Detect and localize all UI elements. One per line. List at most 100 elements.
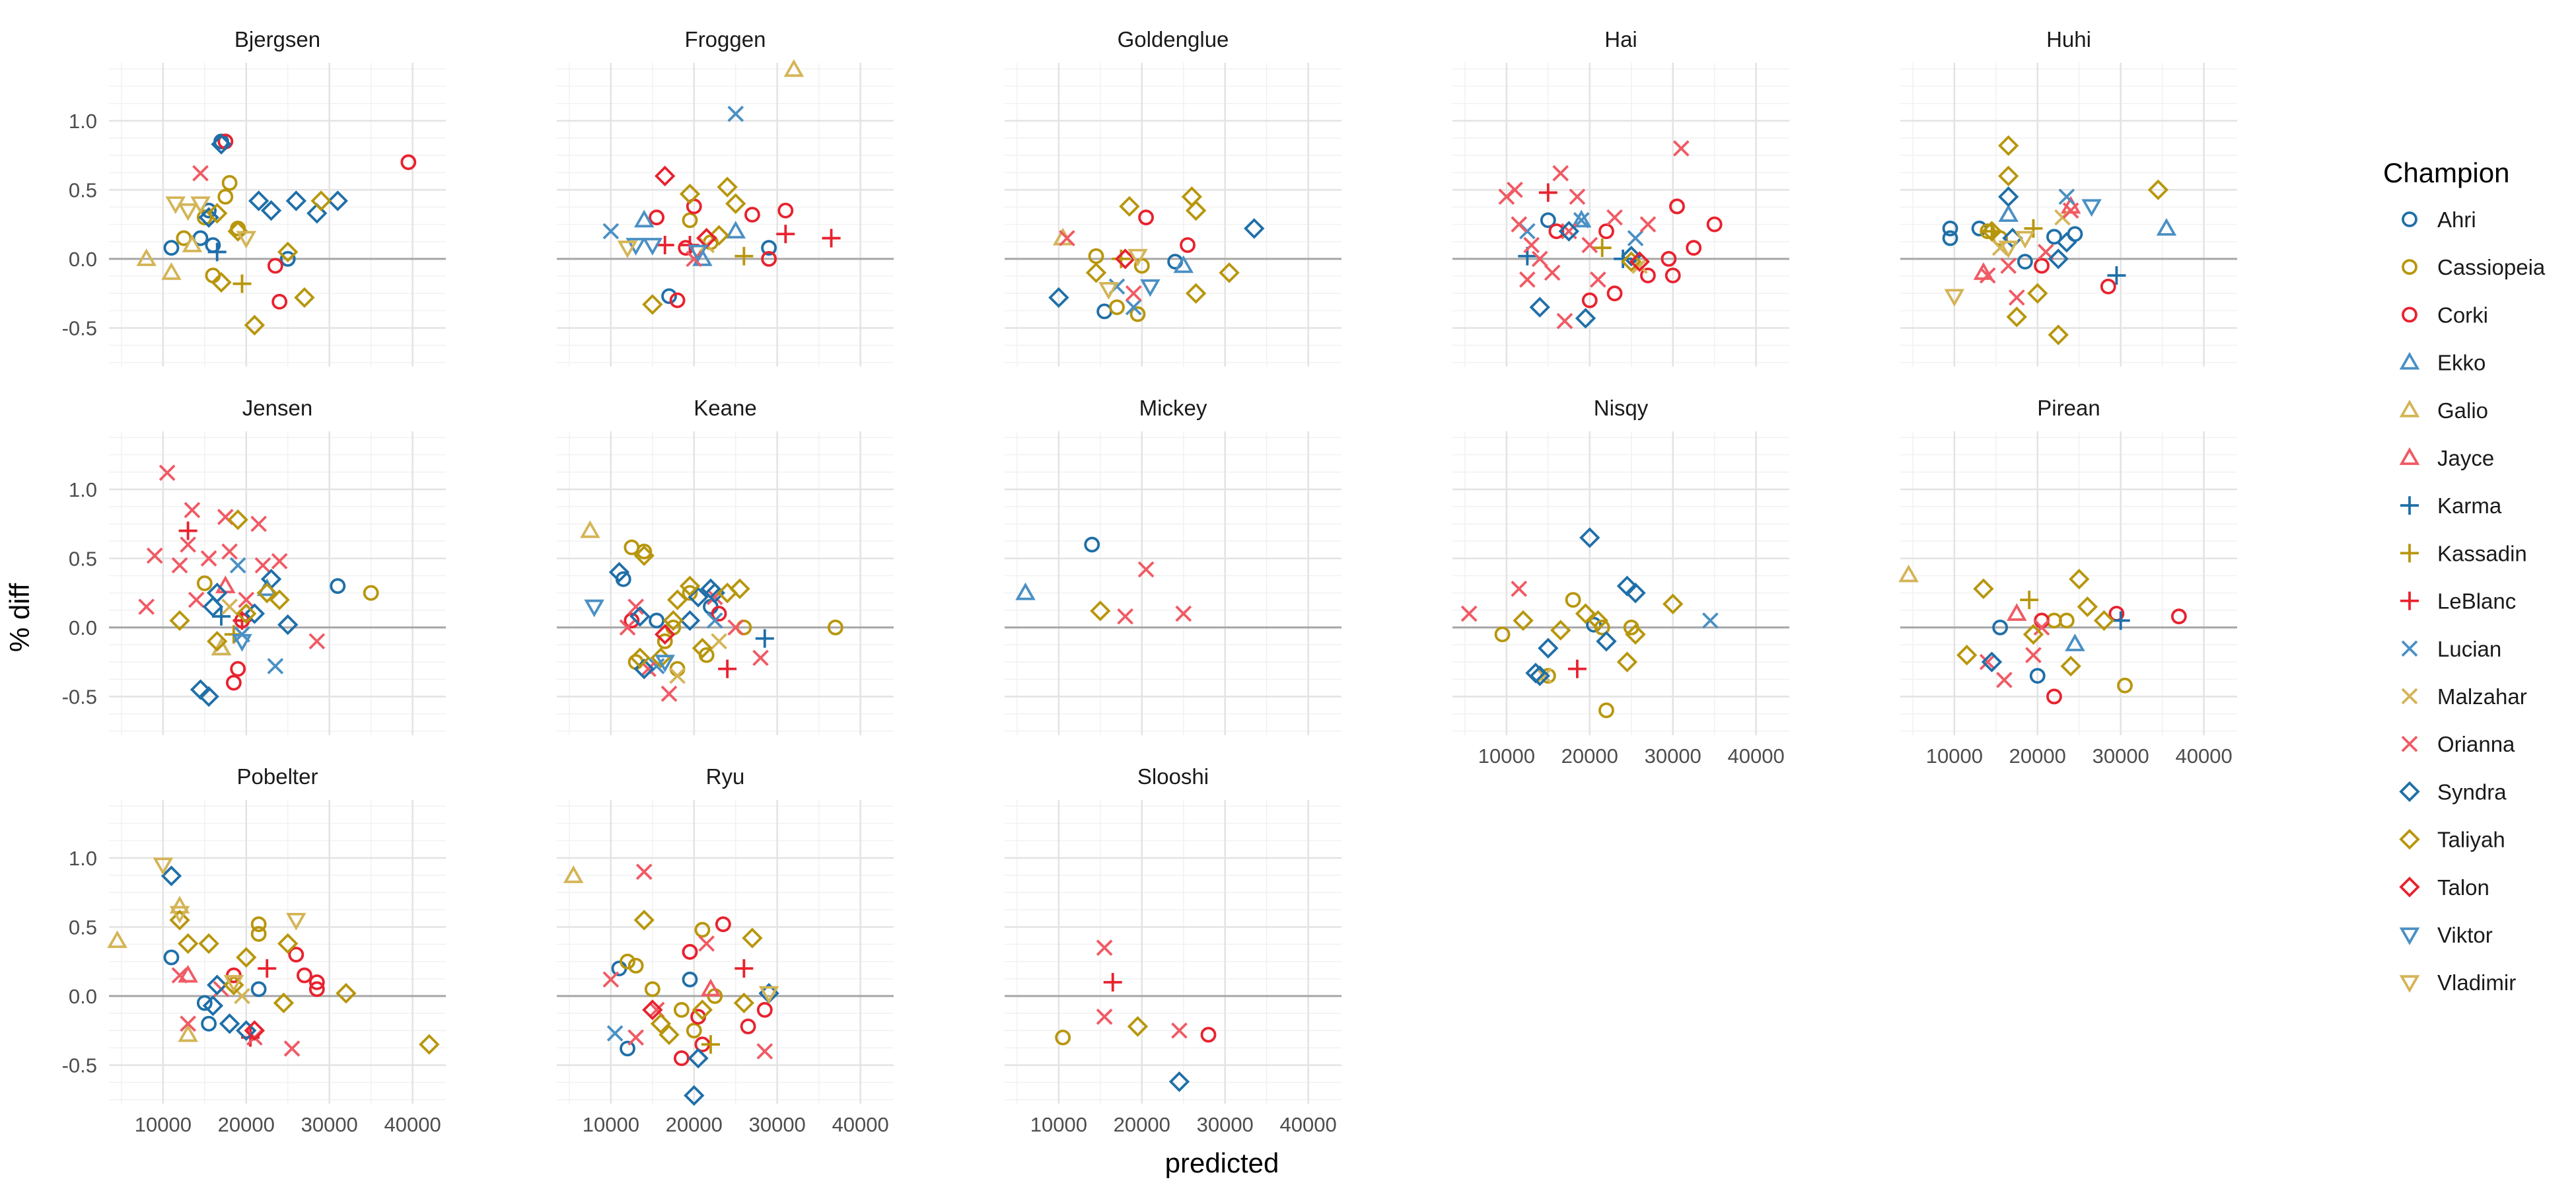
point-corki	[673, 1050, 690, 1066]
legend-key-cross	[2401, 688, 2418, 705]
point-cassiopeia	[682, 212, 698, 229]
x-tick-label: 30000	[301, 1113, 358, 1136]
point-galio	[563, 865, 584, 883]
point-orianna	[159, 464, 176, 482]
point-cassiopeia	[827, 620, 843, 635]
point-viktor	[688, 244, 709, 263]
point-ahri	[2029, 668, 2046, 684]
point-galio	[178, 1024, 198, 1042]
point-orianna	[1175, 605, 1192, 622]
point-taliyah	[1956, 645, 1978, 666]
point-taliyah	[169, 910, 190, 931]
point-orianna	[1979, 653, 1996, 670]
point-cassiopeia	[2058, 612, 2075, 629]
point-viktor	[642, 238, 663, 256]
panel-ryu: Ryu 10000 20000 30000 40000	[557, 764, 894, 1136]
legend-label: Syndra	[2437, 779, 2507, 804]
point-taliyah	[277, 933, 299, 955]
point-malzahar	[221, 598, 238, 615]
point-lucian	[606, 1025, 624, 1042]
point-leblanc	[734, 959, 754, 978]
x-tick-label: 40000	[384, 1113, 441, 1136]
point-orianna	[1125, 285, 1142, 302]
point-vladimir	[2015, 231, 2036, 249]
point-taliyah	[2022, 624, 2044, 645]
panel-mickey: Mickey	[1005, 396, 1342, 735]
point-ekko	[1571, 209, 1592, 228]
legend-key-cross	[2401, 735, 2418, 752]
point-corki	[1664, 268, 1681, 283]
point-lucian	[229, 557, 246, 574]
point-ahri	[2046, 229, 2062, 245]
point-leblanc	[1538, 183, 1557, 202]
point-karma	[207, 242, 227, 262]
point-syndra	[219, 1013, 240, 1034]
point-ahri	[196, 995, 213, 1011]
point-orianna	[756, 1043, 773, 1060]
point-orianna	[254, 557, 271, 574]
point-syndra	[207, 974, 228, 995]
panel-keane: Keane	[557, 396, 894, 735]
point-taliyah	[1621, 251, 1642, 272]
x-tick-label: 40000	[1728, 744, 1785, 768]
point-corki	[1669, 198, 1685, 215]
point-syndra	[1529, 665, 1550, 686]
panel-bjergsen: Bjergsen -0.5 0.0 0.5 1.0	[62, 27, 446, 367]
point-corki	[267, 258, 283, 274]
point-taliyah	[1998, 135, 2019, 157]
point-taliyah	[1981, 221, 2003, 242]
point-orianna	[184, 501, 201, 519]
point-corki	[297, 967, 312, 984]
point-orianna	[619, 619, 636, 636]
point-ahri	[163, 240, 180, 256]
point-corki	[1706, 216, 1723, 233]
point-syndra	[161, 865, 182, 886]
point-orianna	[2000, 258, 2017, 274]
point-galio	[182, 234, 203, 252]
point-taliyah	[1575, 603, 1596, 624]
x-tick-label: 30000	[749, 1113, 806, 1136]
point-cassiopeia	[682, 585, 698, 601]
y-tick-label: -0.5	[62, 1054, 97, 1077]
point-orianna	[171, 967, 188, 984]
legend-entry-talon: Talon	[2399, 875, 2489, 900]
point-vladimir	[1098, 282, 1119, 300]
legend-key-plus	[2400, 496, 2419, 515]
point-cassiopeia	[250, 916, 267, 933]
point-taliyah	[629, 647, 651, 668]
point-ahri	[2017, 254, 2033, 270]
panel-title: Ryu	[706, 764, 745, 789]
point-corki	[1200, 1027, 1217, 1043]
point-syndra	[207, 582, 228, 604]
point-syndra	[198, 207, 219, 228]
point-orianna	[180, 536, 196, 553]
legend-label: Ahri	[2437, 207, 2476, 232]
point-cassiopeia	[2117, 677, 2133, 694]
point-leblanc	[258, 959, 277, 978]
point-cassiopeia	[669, 661, 686, 677]
legend-entry-taliyah: Taliyah	[2399, 828, 2505, 852]
point-cassiopeia	[221, 175, 238, 191]
legend-key-diamond	[2399, 781, 2420, 803]
point-corki	[400, 154, 417, 170]
point-taliyah	[633, 910, 655, 931]
point-corki	[308, 981, 325, 997]
point-taliyah	[2069, 569, 2090, 590]
point-syndra	[608, 561, 630, 583]
point-taliyah	[169, 610, 190, 631]
point-leblanc	[1567, 659, 1587, 678]
y-axis-title: % diff	[4, 583, 35, 653]
point-corki	[288, 947, 304, 963]
point-talon	[244, 1020, 266, 1041]
x-tick-label: 20000	[666, 1113, 723, 1136]
point-galio	[580, 520, 600, 538]
point-corki	[624, 612, 640, 629]
point-orianna	[171, 557, 188, 574]
point-karma	[755, 629, 774, 648]
point-cassiopeia	[1129, 306, 1146, 322]
point-corki	[225, 674, 242, 691]
point-orianna	[752, 649, 769, 667]
point-orianna	[1569, 188, 1586, 205]
x-tick-label: 10000	[1926, 744, 1983, 768]
